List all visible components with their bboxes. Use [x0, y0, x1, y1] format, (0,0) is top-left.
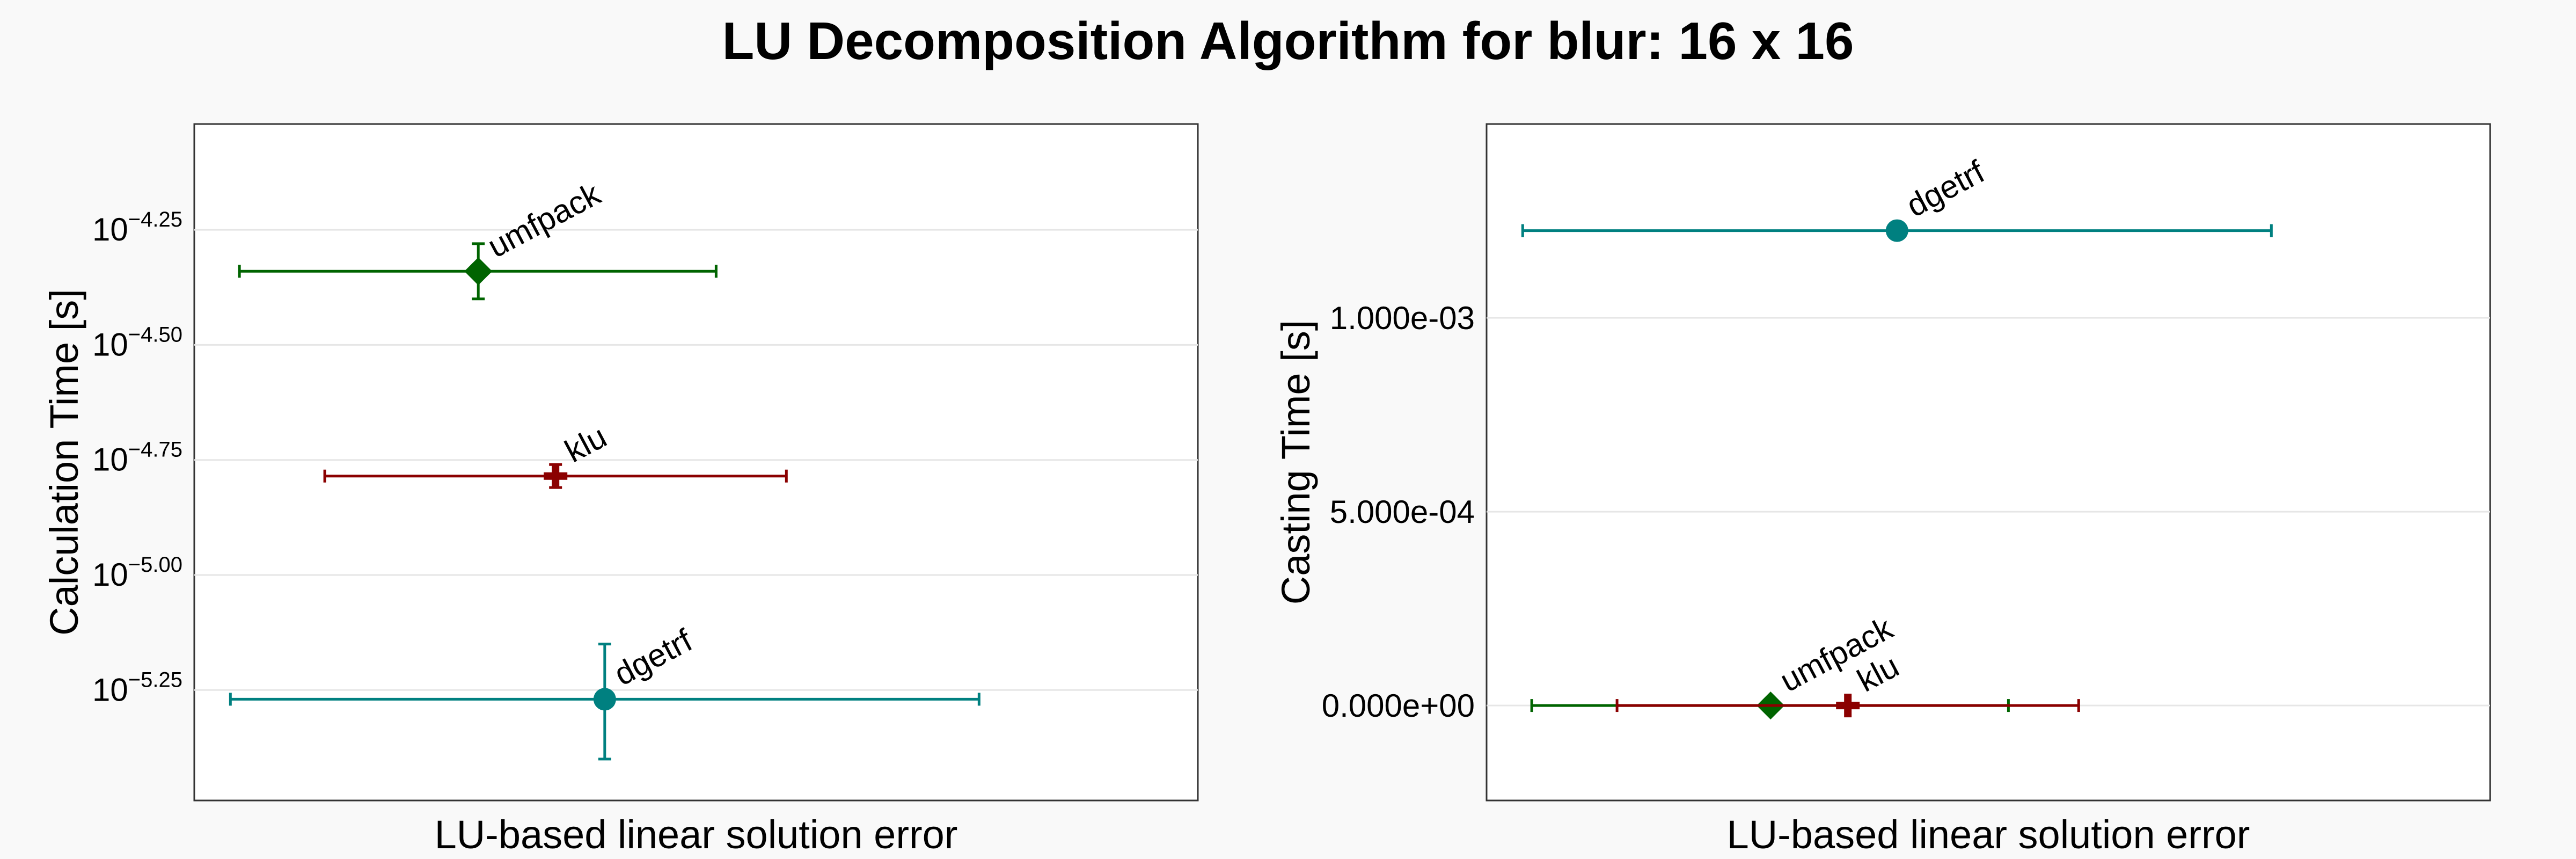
left-y-tick-exponent: −4.75: [128, 438, 182, 462]
left-y-tick-base: 10: [92, 212, 128, 247]
left-y-tick-exponent: −5.00: [128, 553, 182, 577]
left-gridlines: [194, 229, 1198, 691]
left-y-tick-base: 10: [92, 557, 128, 593]
klu-marker: [1836, 694, 1860, 718]
right-chart-panel: 0.000e+005.000e-041.000e-03 dgetrfumfpac…: [1274, 123, 2491, 857]
left-y-tick-exponent: −5.25: [128, 668, 182, 691]
right-y-tick-label: 5.000e-04: [1330, 494, 1475, 530]
right-y-tick-label: 0.000e+00: [1322, 688, 1475, 724]
left-y-tick-exponent: −4.25: [128, 208, 182, 231]
left-x-axis-label: LU-based linear solution error: [435, 812, 958, 857]
left-plot-area: [193, 123, 1199, 802]
dgetrf-marker: [1885, 219, 1908, 242]
dgetrf-marker: [593, 688, 616, 711]
left-y-tick-base: 10: [92, 442, 128, 478]
umfpack-marker: [464, 257, 493, 286]
klu-marker: [544, 464, 568, 488]
right-y-tick-label: 1.000e-03: [1330, 300, 1475, 336]
right-y-axis-label: Casting Time [s]: [1274, 320, 1318, 605]
figure-title: LU Decomposition Algorithm for blur: 16 …: [722, 11, 1854, 70]
left-y-tick-label: 10−5.25: [92, 668, 182, 708]
left-y-axis-label: Calculation Time [s]: [42, 289, 86, 636]
right-x-axis-label: LU-based linear solution error: [1727, 812, 2250, 857]
left-y-tick-label: 10−4.75: [92, 438, 182, 478]
left-y-tick-label: 10−5.00: [92, 553, 182, 593]
left-y-tick-exponent: −4.50: [128, 323, 182, 346]
left-y-tick-label: 10−4.25: [92, 208, 182, 247]
left-y-tick-base: 10: [92, 326, 128, 362]
left-y-tick-base: 10: [92, 672, 128, 708]
right-plot-area: [1485, 123, 2491, 802]
left-y-tick-label: 10−4.50: [92, 323, 182, 362]
right-y-tick-labels: 0.000e+00 5.000e-04 1.000e-03: [1322, 300, 1475, 724]
